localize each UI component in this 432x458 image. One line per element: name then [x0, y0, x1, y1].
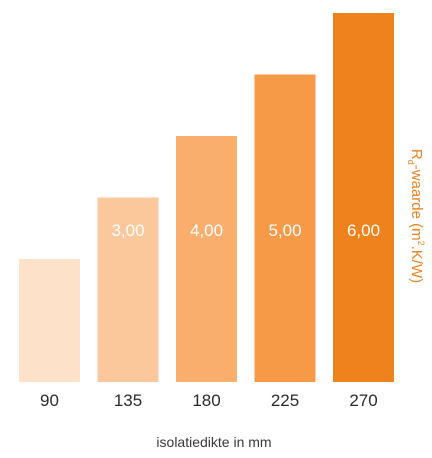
- x-tick-label-270: 270: [349, 391, 377, 410]
- bar-value-label-135: 3,00: [111, 221, 144, 240]
- y-axis-title-superscript: 2: [416, 241, 426, 246]
- y-axis-title-main: R: [408, 149, 425, 160]
- bar-90: [19, 259, 80, 382]
- x-tick-label-90: 90: [40, 391, 59, 410]
- bar-135: [97, 197, 159, 382]
- y-axis-title-end: .K/W): [408, 246, 425, 284]
- bar-value-label-180: 4,00: [190, 221, 223, 240]
- y-axis-title-middle: -waarde (m: [408, 165, 425, 241]
- y-axis-title: Rd-waarde (m2.K/W): [406, 149, 426, 283]
- bar-225: [254, 74, 316, 382]
- x-tick-label-180: 180: [192, 391, 220, 410]
- bar-270: [333, 13, 394, 382]
- x-axis-title: isolatiedikte in mm: [156, 434, 271, 450]
- x-tick-labels: 90 135 180 225 270: [40, 391, 378, 410]
- bar-value-label-90: 2,00: [33, 221, 66, 240]
- bar-180: [176, 136, 237, 382]
- bar-value-label-270: 6,00: [347, 221, 380, 240]
- bar-value-label-225: 5,00: [268, 221, 301, 240]
- bar-value-labels: 2,00 3,00 4,00 5,00 6,00: [33, 221, 380, 240]
- x-tick-label-135: 135: [114, 391, 142, 410]
- bars-group: [19, 13, 394, 382]
- y-axis-title-subscript: d: [406, 160, 416, 165]
- x-tick-label-225: 225: [271, 391, 299, 410]
